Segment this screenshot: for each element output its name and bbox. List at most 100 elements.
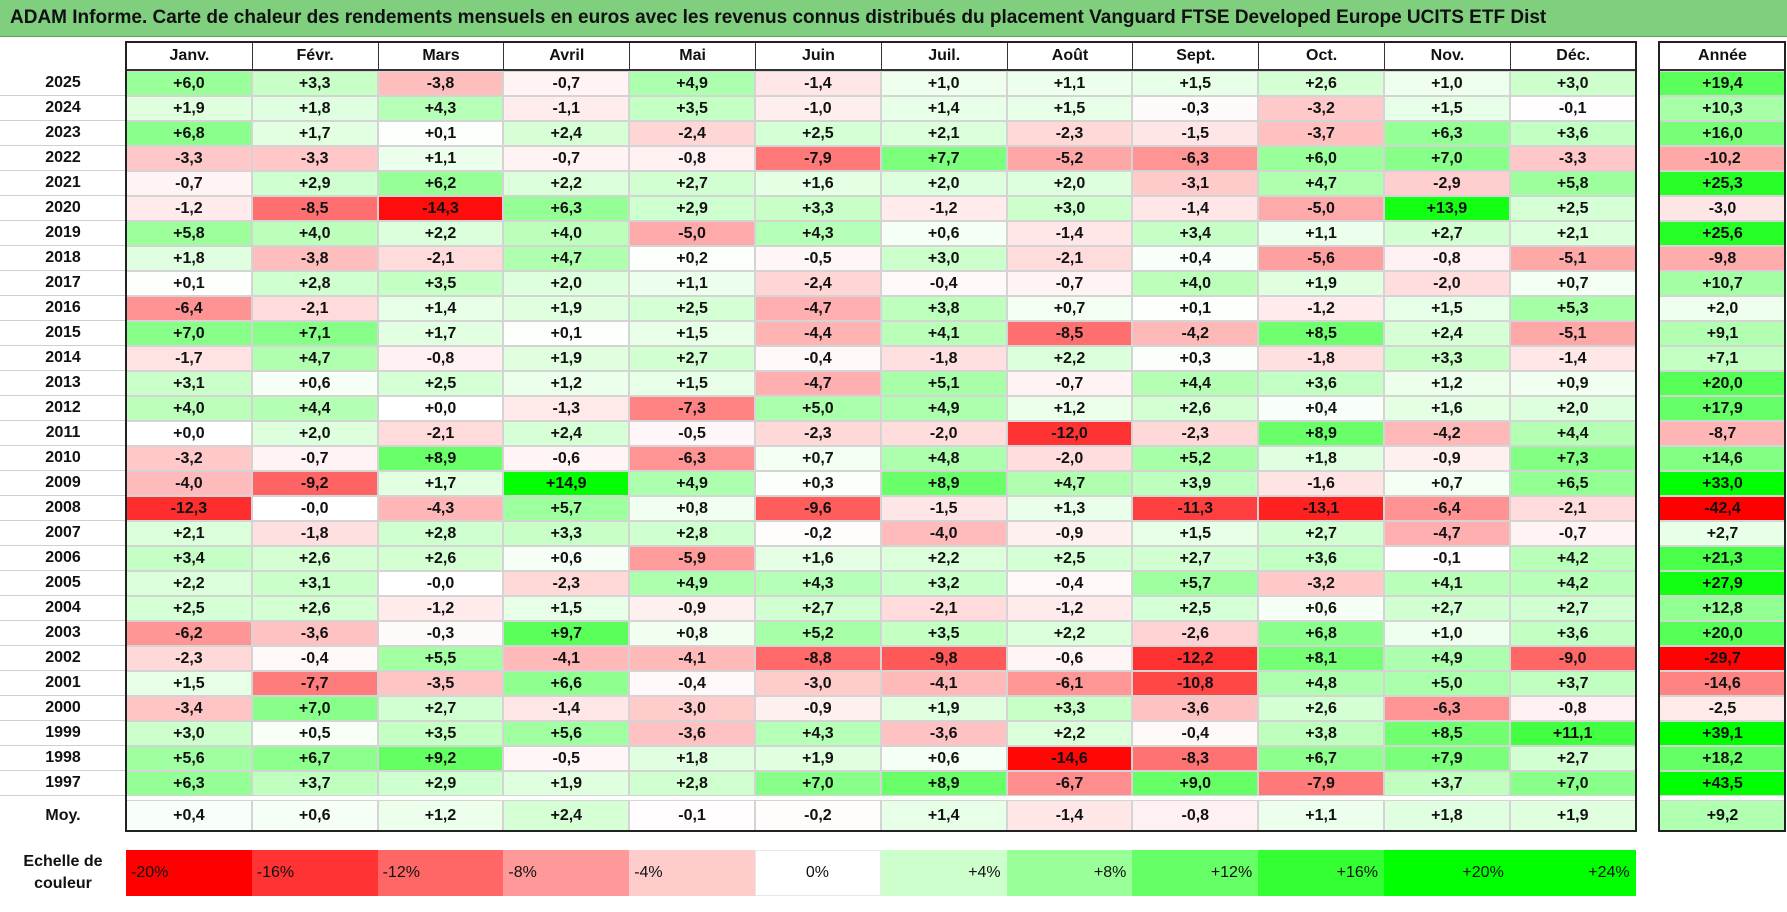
year-label: 2024 xyxy=(0,96,126,121)
heatmap-cell: +2,7 xyxy=(1509,596,1636,621)
heatmap-cell: +0,6 xyxy=(1258,596,1384,621)
column-header: Sept. xyxy=(1132,41,1260,71)
heatmap-cell: +6,7 xyxy=(1258,746,1384,771)
heatmap-cell: -2,3 xyxy=(503,571,630,596)
heatmap-cell: -1,2 xyxy=(377,596,504,621)
annual-cell: +27,9 xyxy=(1659,571,1786,596)
heatmap-cell: -4,4 xyxy=(755,321,881,346)
heatmap-cell: -0,4 xyxy=(755,346,881,371)
heatmap-cell: -12,2 xyxy=(1132,646,1259,671)
heatmap-cell: -0,9 xyxy=(1384,446,1510,471)
heatmap-cell: +3,9 xyxy=(1132,471,1259,496)
heatmap-cell: +1,9 xyxy=(503,296,630,321)
heatmap-cell: -0,4 xyxy=(251,646,378,671)
heatmap-cell: -0,3 xyxy=(377,621,504,646)
heatmap-cell: -6,1 xyxy=(1006,671,1133,696)
year-label: 2007 xyxy=(0,521,126,546)
heatmap-cell: +6,8 xyxy=(126,121,252,146)
heatmap-cell: -1,8 xyxy=(1258,346,1384,371)
average-annual-cell: +9,2 xyxy=(1659,800,1786,831)
heatmap-cell: +2,9 xyxy=(377,771,504,796)
heatmap-cell: -1,3 xyxy=(503,396,630,421)
heatmap-cell: +1,6 xyxy=(755,546,881,571)
heatmap-cell: -1,4 xyxy=(755,71,881,96)
heatmap-cell: -1,4 xyxy=(1132,196,1259,221)
year-label: 2023 xyxy=(0,121,126,146)
year-label: 2010 xyxy=(0,446,126,471)
heatmap-cell: -12,0 xyxy=(1006,421,1133,446)
heatmap-cell: +7,3 xyxy=(1509,446,1636,471)
annual-cell: +10,3 xyxy=(1659,96,1786,121)
heatmap-cell: -0,7 xyxy=(251,446,378,471)
heatmap-cell: +1,7 xyxy=(377,471,504,496)
heatmap-cell: +1,5 xyxy=(629,321,755,346)
heatmap-cell: +4,9 xyxy=(629,571,755,596)
heatmap-cell: +4,0 xyxy=(503,221,630,246)
heatmap-cell: -3,0 xyxy=(755,671,881,696)
heatmap-cell: +3,0 xyxy=(880,246,1007,271)
heatmap-cell: +1,1 xyxy=(1258,221,1384,246)
heatmap-cell: -4,7 xyxy=(755,371,881,396)
heatmap-cell: +1,0 xyxy=(880,71,1007,96)
year-label: 1999 xyxy=(0,721,126,746)
heatmap-cell: +4,7 xyxy=(1258,171,1384,196)
heatmap-cell: +8,9 xyxy=(377,446,504,471)
scale-swatch: +12% xyxy=(1132,850,1259,896)
heatmap-cell: +5,2 xyxy=(755,621,881,646)
heatmap-cell: -1,8 xyxy=(251,521,378,546)
scale-swatch: -8% xyxy=(503,850,630,896)
average-cell: -0,2 xyxy=(755,800,881,831)
heatmap-cell: +2,5 xyxy=(1509,196,1636,221)
heatmap-cell: +1,4 xyxy=(880,96,1007,121)
heatmap-cell: +2,1 xyxy=(126,521,252,546)
heatmap-cell: +2,8 xyxy=(629,521,755,546)
heatmap-cell: -3,2 xyxy=(1258,571,1384,596)
heatmap-cell: -4,3 xyxy=(377,496,504,521)
heatmap-cell: +8,9 xyxy=(880,771,1007,796)
heatmap-cell: -2,0 xyxy=(880,421,1007,446)
heatmap-cell: -0,9 xyxy=(755,696,881,721)
heatmap-cell: -6,7 xyxy=(1006,771,1133,796)
heatmap-cell: +1,8 xyxy=(1258,446,1384,471)
heatmap-cell: +1,9 xyxy=(126,96,252,121)
column-header: Févr. xyxy=(251,41,379,71)
heatmap-cell: -2,3 xyxy=(755,421,881,446)
annual-cell: -29,7 xyxy=(1659,646,1786,671)
column-header: Déc. xyxy=(1509,41,1637,71)
heatmap-cell: +1,5 xyxy=(1384,296,1510,321)
heatmap-cell: +4,7 xyxy=(503,246,630,271)
heatmap-cell: +6,3 xyxy=(126,771,252,796)
year-label: 2016 xyxy=(0,296,126,321)
scale-swatch: 0% xyxy=(755,850,881,896)
annual-cell: -9,8 xyxy=(1659,246,1786,271)
heatmap-cell: +0,4 xyxy=(1132,246,1259,271)
heatmap-cell: +7,0 xyxy=(755,771,881,796)
year-label: 2000 xyxy=(0,696,126,721)
scale-swatch: -20% xyxy=(126,850,252,896)
heatmap-cell: +3,5 xyxy=(629,96,755,121)
heatmap-cell: -0,5 xyxy=(629,421,755,446)
heatmap-cell: +3,6 xyxy=(1509,621,1636,646)
heatmap-cell: -9,0 xyxy=(1509,646,1636,671)
year-label: 1997 xyxy=(0,771,126,796)
heatmap-cell: -5,1 xyxy=(1509,321,1636,346)
heatmap-cell: +2,5 xyxy=(1006,546,1133,571)
heatmap-cell: -0,4 xyxy=(1132,721,1259,746)
heatmap-cell: -1,8 xyxy=(880,346,1007,371)
heatmap-cell: +2,5 xyxy=(1132,596,1259,621)
year-label: 2004 xyxy=(0,596,126,621)
heatmap-cell: +7,1 xyxy=(251,321,378,346)
heatmap-cell: -6,4 xyxy=(1384,496,1510,521)
heatmap-cell: -3,3 xyxy=(1509,146,1636,171)
heatmap-cell: +5,1 xyxy=(880,371,1007,396)
heatmap-cell: +1,1 xyxy=(377,146,504,171)
heatmap-cell: -2,6 xyxy=(1132,621,1259,646)
column-header: Mai xyxy=(629,41,756,71)
annual-cell: +17,9 xyxy=(1659,396,1786,421)
heatmap-cell: +3,7 xyxy=(1384,771,1510,796)
heatmap-cell: -3,3 xyxy=(126,146,252,171)
heatmap-cell: +2,7 xyxy=(1258,521,1384,546)
scale-swatch: -12% xyxy=(377,850,504,896)
heatmap-cell: +6,6 xyxy=(503,671,630,696)
heatmap-cell: +3,7 xyxy=(251,771,378,796)
